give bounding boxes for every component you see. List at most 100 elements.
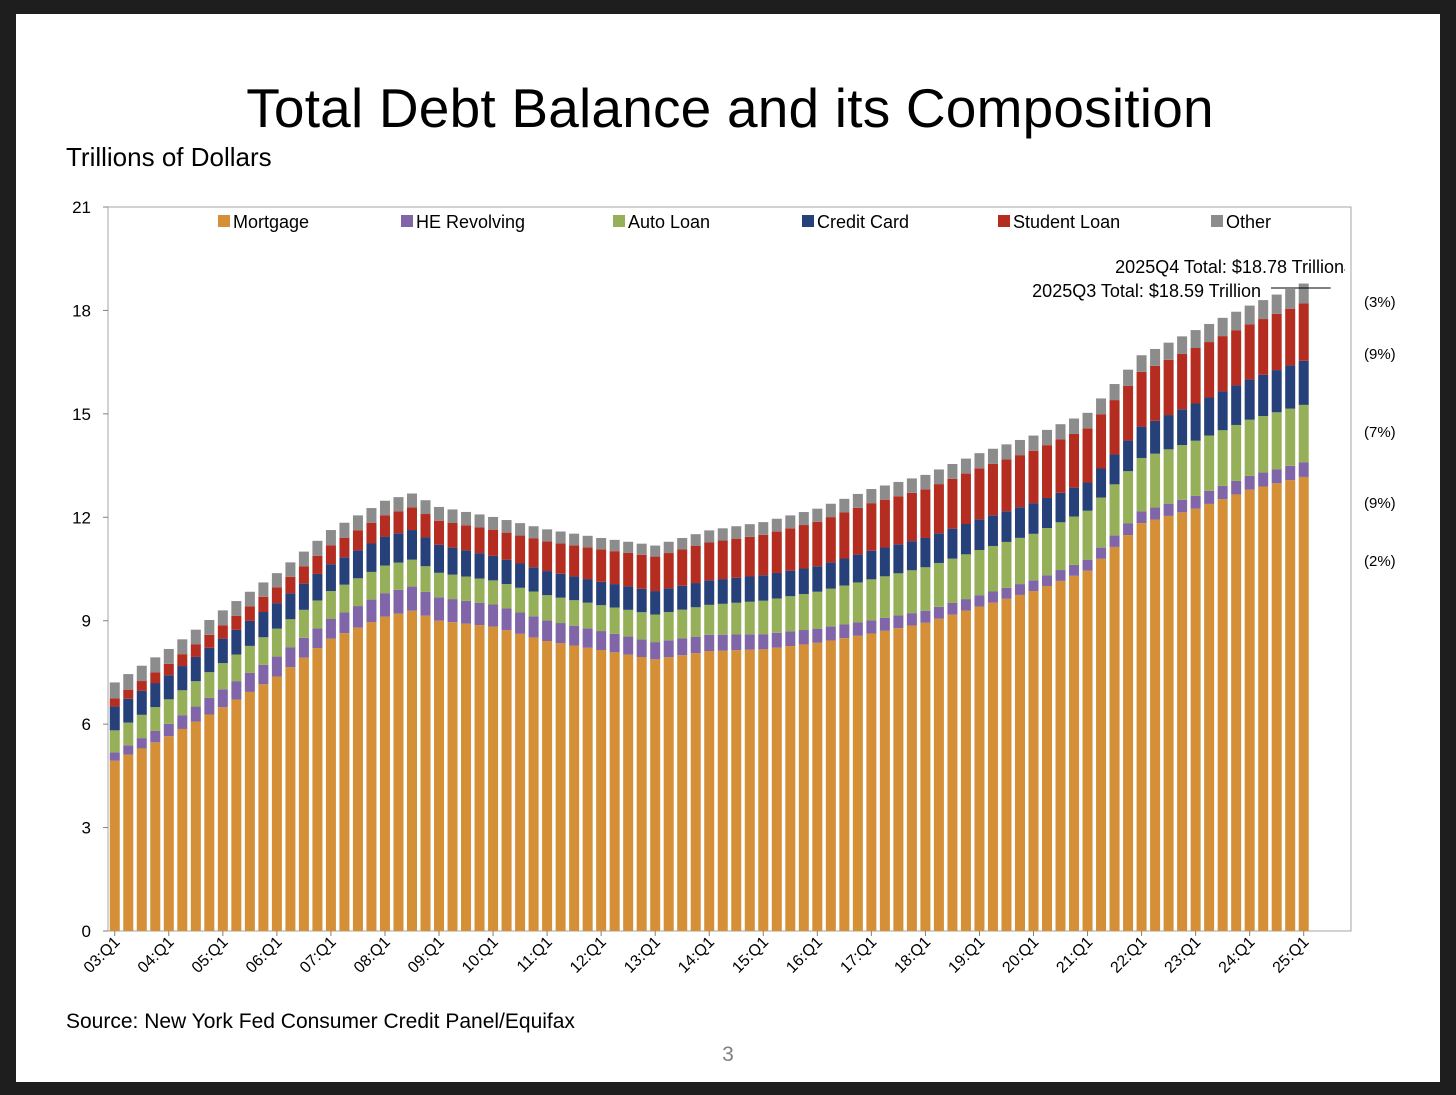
bar-segment-he-revolving [1271, 469, 1282, 484]
bar-segment-mortgage [136, 748, 147, 931]
bar-segment-other [650, 545, 661, 557]
bar-segment-other [501, 520, 512, 533]
x-tick-label: 06:Q1 [243, 934, 286, 977]
bar-segment-mortgage [663, 657, 674, 931]
bar-segment-credit-card [596, 581, 607, 606]
bar-segment-mortgage [163, 736, 174, 931]
bar-segment-other [434, 506, 445, 521]
bar-segment-auto-loan [690, 607, 701, 637]
bar-segment-auto-loan [258, 637, 269, 665]
bar-segment-he-revolving [1285, 465, 1296, 481]
bar-segment-credit-card [1136, 426, 1147, 458]
bar-segment-other [204, 620, 215, 635]
bar-segment-student-loan [744, 536, 755, 577]
bar-segment-he-revolving [947, 602, 958, 615]
bar-segment-auto-loan [1163, 449, 1174, 504]
bar-segment-credit-card [785, 570, 796, 597]
bar-segment-auto-loan [528, 591, 539, 617]
bar-segment-he-revolving [217, 689, 228, 708]
bar-segment-auto-loan [1123, 471, 1134, 524]
bar-segment-auto-loan [177, 690, 188, 716]
bar-segment-student-loan [825, 517, 836, 563]
legend-swatch [802, 215, 814, 227]
bars [109, 283, 1309, 931]
bar-segment-mortgage [987, 602, 998, 931]
bar-segment-he-revolving [1204, 490, 1215, 504]
bar-segment-he-revolving [690, 636, 701, 654]
bar-segment-auto-loan [582, 602, 593, 629]
bar-segment-credit-card [271, 603, 282, 629]
bar-segment-auto-loan [1055, 522, 1066, 571]
bar-segment-other [906, 478, 917, 493]
bar-segment-auto-loan [1298, 404, 1309, 463]
bar-segment-credit-card [1163, 415, 1174, 450]
bar-segment-credit-card [109, 706, 120, 731]
bar-segment-other [379, 500, 390, 516]
bar-segment-mortgage [758, 649, 769, 931]
bar-segment-mortgage [1217, 499, 1228, 931]
bar-segment-auto-loan [906, 570, 917, 614]
bar-segment-student-loan [1096, 414, 1107, 469]
bar-segment-credit-card [798, 568, 809, 594]
bar-segment-auto-loan [1271, 412, 1282, 470]
bar-segment-other [663, 541, 674, 554]
bar-segment-he-revolving [1001, 587, 1012, 599]
bar-segment-student-loan [650, 556, 661, 592]
bar-segment-mortgage [1082, 570, 1093, 931]
bar-segment-auto-loan [1285, 408, 1296, 466]
bar-segment-he-revolving [987, 591, 998, 603]
bar-segment-he-revolving [825, 626, 836, 641]
bar-segment-mortgage [1285, 480, 1296, 931]
bar-segment-credit-card [1204, 397, 1215, 436]
bar-segment-credit-card [1109, 454, 1120, 485]
bar-segment-student-loan [1204, 342, 1215, 398]
bar-segment-other [217, 610, 228, 626]
bar-segment-he-revolving [812, 628, 823, 643]
bar-segment-mortgage [1055, 580, 1066, 931]
bar-segment-student-loan [717, 540, 728, 580]
bar-segment-other [461, 511, 472, 526]
y-tick-label: 21 [72, 198, 91, 217]
bar-segment-auto-loan [339, 584, 350, 613]
bar-segment-auto-loan [393, 562, 404, 590]
x-tick-label: 24:Q1 [1216, 934, 1259, 977]
bar-segment-credit-card [190, 656, 201, 682]
bar-segment-auto-loan [1150, 453, 1161, 508]
bar-segment-auto-loan [163, 699, 174, 724]
bar-segment-mortgage [609, 652, 620, 931]
bar-segment-he-revolving [1082, 559, 1093, 571]
bar-segment-credit-card [623, 586, 634, 610]
bar-segment-he-revolving [1136, 511, 1147, 524]
y-axis-unit-label: Trillions of Dollars [66, 142, 272, 172]
bar-segment-student-loan [474, 527, 485, 554]
bar-segment-other [596, 537, 607, 550]
bar-segment-mortgage [1028, 591, 1039, 931]
bar-segment-mortgage [1096, 558, 1107, 931]
bar-segment-he-revolving [798, 630, 809, 645]
bar-segment-mortgage [258, 684, 269, 931]
bar-segment-he-revolving [542, 620, 553, 642]
bar-segment-he-revolving [609, 633, 620, 653]
bar-segment-credit-card [352, 550, 363, 579]
bar-segment-auto-loan [515, 587, 526, 613]
bar-segment-he-revolving [717, 634, 728, 651]
bar-segment-other [542, 529, 553, 542]
bar-segment-mortgage [893, 628, 904, 931]
bar-segment-auto-loan [812, 591, 823, 629]
bar-segment-student-loan [285, 576, 296, 594]
bar-segment-credit-card [758, 575, 769, 601]
bar-segment-he-revolving [298, 637, 309, 658]
bar-segment-student-loan [663, 553, 674, 589]
bar-segment-auto-loan [420, 566, 431, 592]
bar-segment-auto-loan [204, 672, 215, 698]
bar-segment-mortgage [650, 659, 661, 931]
bar-segment-auto-loan [109, 730, 120, 753]
share-label: (7%) [1364, 424, 1396, 441]
bar-segment-auto-loan [987, 545, 998, 592]
bar-segment-credit-card [474, 553, 485, 579]
bar-segment-student-loan [731, 538, 742, 578]
bar-segment-mortgage [352, 627, 363, 931]
bar-segment-student-loan [190, 644, 201, 657]
bar-segment-credit-card [1014, 507, 1025, 538]
legend-label: Auto Loan [628, 212, 710, 232]
